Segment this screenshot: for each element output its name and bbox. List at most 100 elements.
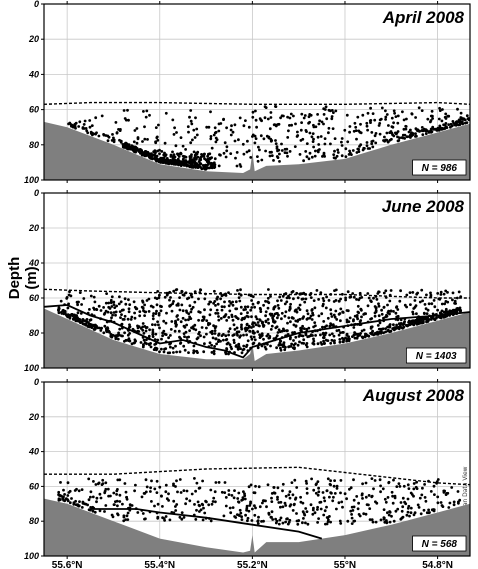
data-point	[202, 350, 206, 354]
data-point	[337, 501, 341, 505]
data-point	[254, 118, 258, 122]
data-point	[199, 165, 202, 169]
y-tick-label: 60	[29, 481, 39, 491]
data-point	[183, 335, 186, 338]
data-point	[248, 329, 252, 333]
data-point	[212, 496, 216, 500]
data-point	[143, 137, 147, 141]
data-point	[412, 482, 416, 485]
data-point	[247, 485, 251, 489]
data-point	[159, 309, 163, 313]
data-point	[237, 342, 241, 346]
data-point	[253, 141, 257, 145]
data-point	[330, 109, 334, 112]
data-point	[332, 334, 336, 338]
data-point	[418, 496, 422, 500]
data-point	[429, 119, 433, 122]
data-point	[305, 142, 309, 146]
data-point	[244, 326, 248, 330]
data-point	[396, 507, 400, 511]
data-point	[421, 133, 425, 137]
data-point	[70, 497, 73, 500]
data-point	[188, 165, 192, 169]
data-point	[158, 157, 161, 161]
data-point	[332, 111, 335, 114]
data-point	[245, 506, 249, 510]
data-point	[325, 295, 328, 299]
n-label: N = 986	[422, 163, 458, 174]
data-point	[201, 154, 205, 158]
data-point	[144, 310, 148, 314]
data-point	[154, 312, 158, 315]
data-point	[213, 326, 217, 330]
data-point	[361, 336, 365, 340]
data-point	[366, 304, 370, 308]
data-point	[194, 166, 198, 169]
y-tick-label: 20	[28, 412, 39, 422]
data-point	[401, 323, 405, 326]
data-point	[374, 132, 378, 135]
data-point	[126, 511, 130, 515]
data-point	[74, 126, 77, 130]
data-point	[429, 293, 433, 297]
data-point	[158, 148, 161, 152]
data-point	[436, 501, 440, 505]
data-point	[429, 291, 432, 295]
data-point	[398, 485, 402, 488]
data-point	[262, 499, 266, 503]
data-point	[119, 139, 123, 143]
data-point	[112, 303, 116, 306]
data-point	[411, 132, 415, 135]
data-point	[414, 319, 417, 322]
data-point	[114, 313, 117, 317]
data-point	[313, 511, 317, 515]
data-point	[311, 132, 315, 136]
data-point	[203, 308, 206, 312]
data-point	[150, 500, 153, 503]
data-point	[376, 292, 380, 295]
data-point	[305, 510, 309, 513]
data-point	[74, 319, 78, 323]
data-point	[365, 121, 369, 125]
data-point	[109, 494, 112, 498]
data-point	[294, 122, 297, 126]
data-point	[428, 318, 431, 321]
data-point	[219, 317, 223, 320]
data-point	[439, 293, 443, 296]
data-point	[119, 300, 123, 304]
data-point	[374, 307, 378, 310]
data-point	[272, 159, 275, 162]
data-point	[139, 341, 143, 344]
data-point	[270, 496, 273, 500]
data-point	[386, 511, 389, 515]
data-point	[303, 513, 307, 517]
data-point	[207, 152, 210, 156]
data-point	[102, 312, 106, 316]
data-point	[320, 342, 324, 346]
data-point	[212, 161, 216, 165]
data-point	[122, 146, 126, 149]
data-point	[164, 490, 168, 494]
data-point	[349, 509, 353, 513]
data-point	[287, 316, 291, 320]
y-tick-label: 40	[28, 258, 39, 268]
data-point	[188, 499, 192, 503]
data-point	[57, 490, 61, 494]
data-point	[114, 121, 118, 124]
data-point	[227, 333, 231, 337]
data-point	[209, 135, 213, 138]
data-point	[407, 130, 411, 134]
data-point	[95, 496, 99, 500]
data-point	[446, 300, 450, 304]
data-point	[281, 482, 285, 486]
data-point	[286, 522, 290, 526]
data-point	[138, 314, 142, 318]
data-point	[330, 117, 334, 121]
data-point	[421, 320, 425, 324]
data-point	[116, 504, 119, 508]
data-point	[384, 327, 387, 330]
data-point	[336, 151, 340, 154]
data-point	[411, 312, 415, 316]
data-point	[194, 328, 198, 332]
data-point	[352, 326, 356, 329]
